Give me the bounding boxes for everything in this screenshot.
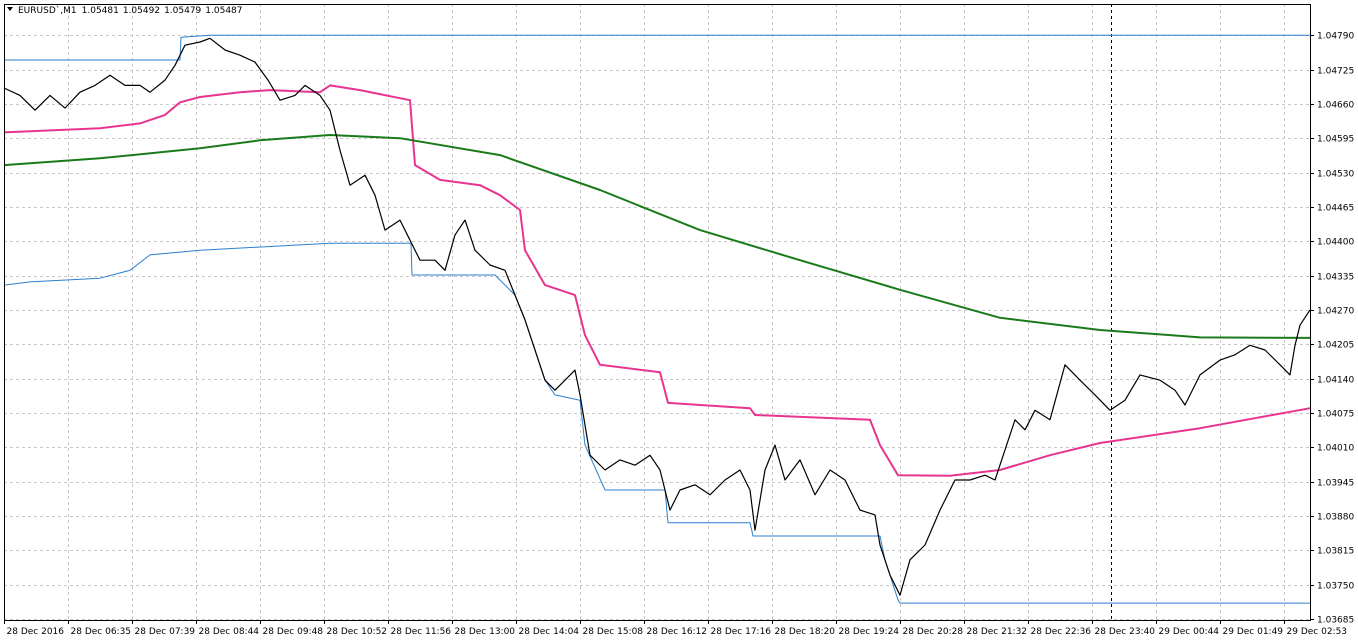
x-tick-label: 28 Dec 19:24 (839, 627, 900, 637)
x-tick-label: 28 Dec 2016 (7, 627, 65, 637)
x-tick-label: 28 Dec 15:08 (583, 627, 644, 637)
x-tick-label: 28 Dec 21:32 (967, 627, 1028, 637)
x-tick-label: 28 Dec 11:56 (391, 627, 452, 637)
price-line (4, 34, 1310, 61)
low: 1.05479 (164, 6, 201, 16)
x-tick-label: 28 Dec 10:52 (327, 627, 388, 637)
y-tick-label: 1.04140 (1317, 376, 1354, 386)
price-line (3, 134, 1311, 339)
y-tick-label: 1.04010 (1317, 444, 1354, 454)
x-tick-label: 28 Dec 14:04 (519, 627, 580, 637)
y-tick-label: 1.03945 (1317, 479, 1354, 489)
close: 1.05487 (205, 6, 242, 16)
y-tick-label: 1.04595 (1317, 135, 1354, 145)
y-tick-label: 1.03750 (1317, 582, 1354, 592)
price-line (3, 84, 1311, 477)
x-tick-label: 28 Dec 23:40 (1095, 627, 1156, 637)
high: 1.05492 (123, 6, 160, 16)
y-tick-label: 1.04270 (1317, 307, 1354, 317)
y-tick-label: 1.03815 (1317, 547, 1354, 557)
x-tick-label: 29 Dec 00:44 (1159, 627, 1220, 637)
y-tick-label: 1.03880 (1317, 513, 1354, 523)
grid (4, 4, 1310, 620)
plot (3, 34, 1311, 604)
x-tick-label: 28 Dec 08:44 (199, 627, 260, 637)
x-tick-label: 28 Dec 20:28 (903, 627, 964, 637)
chart-header: EURUSD`,M1 1.05481 1.05492 1.05479 1.05487 (18, 5, 243, 16)
menu-icon[interactable] (7, 7, 13, 11)
price-line (3, 37, 1311, 596)
symbol: EURUSD`,M1 (18, 5, 77, 16)
y-tick-label: 1.04790 (1317, 32, 1354, 42)
x-tick-label: 28 Dec 16:12 (647, 627, 708, 637)
open: 1.05481 (82, 6, 119, 16)
x-tick-label: 28 Dec 22:36 (1031, 627, 1092, 637)
x-tick-label: 29 Dec 02:53 (1287, 627, 1348, 637)
x-tick-label: 29 Dec 01:49 (1223, 627, 1284, 637)
x-tick-label: 28 Dec 06:35 (71, 627, 132, 637)
y-tick-label: 1.04725 (1317, 67, 1354, 77)
x-tick-label: 28 Dec 13:00 (455, 627, 516, 637)
y-tick-label: 1.04335 (1317, 273, 1354, 283)
axes: 1.04790 1.04725 1.04660 1.04595 1.04530 1.044… (4, 32, 1354, 637)
y-tick-label: 1.04075 (1317, 410, 1354, 420)
y-tick-label: 1.04465 (1317, 204, 1354, 214)
x-tick-label: 28 Dec 17:16 (711, 627, 772, 637)
y-tick-label: 1.04400 (1317, 238, 1354, 248)
y-tick-label: 1.04660 (1317, 101, 1354, 111)
y-tick-label: 1.03685 (1317, 616, 1354, 626)
y-tick-label: 1.04530 (1317, 170, 1354, 180)
y-tick-label: 1.04205 (1317, 341, 1354, 351)
x-tick-label: 28 Dec 09:48 (263, 627, 324, 637)
plot-frame (4, 4, 1311, 621)
x-tick-label: 28 Dec 18:20 (775, 627, 836, 637)
x-tick-label: 28 Dec 07:39 (135, 627, 196, 637)
